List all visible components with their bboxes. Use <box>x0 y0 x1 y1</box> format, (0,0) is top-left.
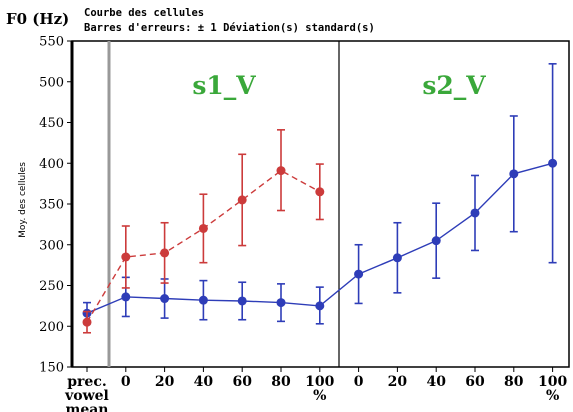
y-tick-label: 450 <box>39 116 64 131</box>
data-point <box>470 208 480 218</box>
panel-labels: s1_V s2_V <box>192 71 486 100</box>
data-point <box>82 317 92 327</box>
y-unit-label: F0 (Hz) <box>6 10 69 28</box>
data-point <box>276 166 286 176</box>
y-ticks: 150 200 250 300 350 400 450 500 550 <box>39 35 72 376</box>
x-tick-label: 80 <box>271 374 291 390</box>
data-point <box>509 169 519 179</box>
y-tick-label: 200 <box>39 320 64 335</box>
x-tick-label: % <box>313 388 326 404</box>
x-tick-label: 20 <box>388 374 408 390</box>
series-1 <box>82 129 325 334</box>
data-point <box>237 296 247 306</box>
x-tick-label: 0 <box>354 374 364 390</box>
x-tick-label: 0 <box>121 374 131 390</box>
chart-title-line2: Barres d'erreurs: ± 1 Déviation(s) stand… <box>84 22 375 34</box>
data-point <box>354 269 364 279</box>
x-tick-label: 60 <box>232 374 252 390</box>
x-tick-label: 40 <box>194 374 214 390</box>
x-tick-label: prec. <box>67 374 106 390</box>
x-tick-label: 40 <box>426 374 446 390</box>
x-tick-label: 60 <box>465 374 485 390</box>
data-point <box>431 236 441 246</box>
data-point <box>198 223 208 233</box>
y-tick-label: 250 <box>39 279 64 294</box>
chart-title-line1: Courbe des cellules <box>84 7 204 19</box>
x-tick-label: % <box>546 388 559 404</box>
data-point <box>121 252 131 262</box>
y-tick-label: 350 <box>39 198 64 213</box>
x-tick-label: 80 <box>504 374 524 390</box>
data-point <box>315 187 325 197</box>
x-tick-label: mean <box>66 402 109 412</box>
x-tick-label: vowel <box>64 388 109 404</box>
series-layer <box>82 63 558 334</box>
data-point <box>315 301 325 311</box>
data-point <box>276 298 286 308</box>
x-tick-label: 100 <box>305 374 334 390</box>
panel-label: s1_V <box>192 71 256 100</box>
x-tick-label: 100 <box>538 374 567 390</box>
y-tick-label: 400 <box>39 157 64 172</box>
data-point <box>160 294 170 304</box>
y-tick-label: 150 <box>39 361 64 376</box>
data-point <box>160 248 170 258</box>
data-point <box>198 295 208 305</box>
x-tick-label: 20 <box>155 374 175 390</box>
data-point <box>121 292 131 302</box>
data-point <box>392 253 402 263</box>
data-point <box>237 195 247 205</box>
data-point <box>548 158 558 168</box>
y-tick-label: 300 <box>39 238 64 253</box>
y-tick-label: 500 <box>39 75 64 90</box>
y-axis-label: Moy. des cellules <box>18 162 28 238</box>
y-tick-label: 550 <box>39 35 64 50</box>
panel-label: s2_V <box>422 71 486 100</box>
